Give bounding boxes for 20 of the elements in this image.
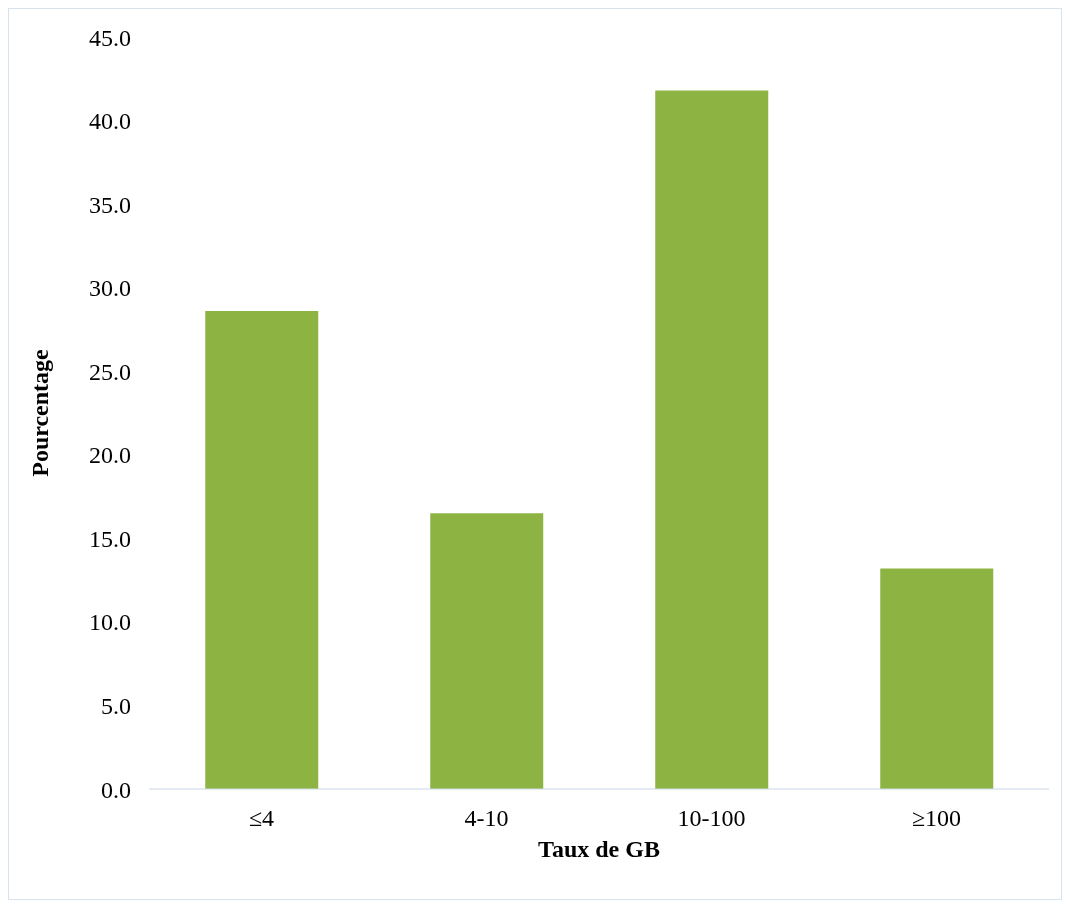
y-tick-label: 0.0 [101, 776, 131, 803]
y-tick-label: 30.0 [89, 275, 131, 302]
y-tick-label: 45.0 [89, 24, 131, 51]
bar [430, 513, 544, 789]
x-tick-label: ≤4 [248, 805, 275, 832]
bar [880, 568, 994, 789]
x-axis-title: Taux de GB [538, 836, 660, 862]
bar [655, 90, 769, 789]
x-tick-label: ≥100 [911, 805, 962, 832]
y-tick-label: 35.0 [89, 191, 131, 218]
y-tick-label: 15.0 [89, 525, 131, 552]
y-tick-label: 40.0 [89, 108, 131, 135]
y-tick-label: 20.0 [89, 442, 131, 469]
y-tick-label: 10.0 [89, 609, 131, 636]
y-tick-label: 25.0 [89, 358, 131, 385]
y-axis-title: Pourcentage [26, 348, 53, 477]
y-tick-label: 5.0 [101, 692, 131, 719]
x-tick-label: 4-10 [464, 805, 509, 832]
bar [205, 311, 319, 789]
x-tick-label: 10-100 [677, 805, 746, 832]
